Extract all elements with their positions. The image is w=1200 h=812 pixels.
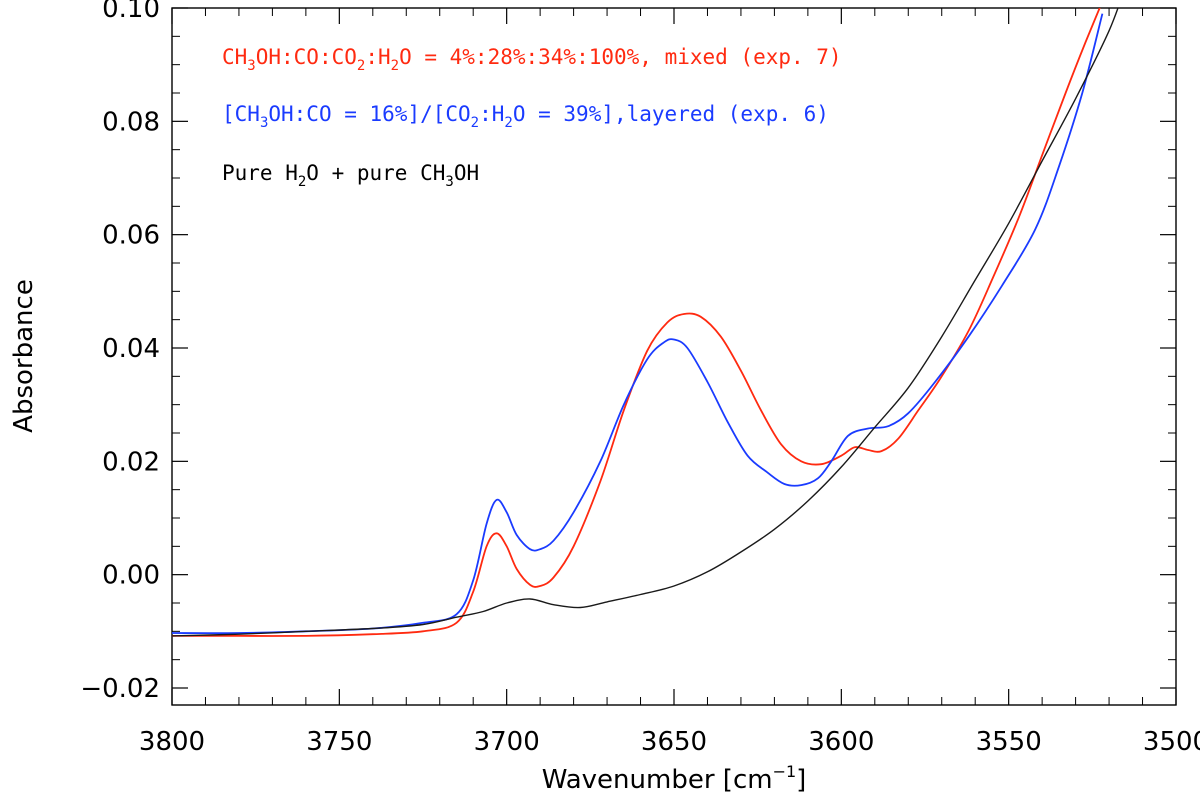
series-line-pure (172, 8, 1119, 637)
series-group (172, 8, 1119, 637)
y-axis-title: Absorbance (9, 279, 39, 433)
x-axis-title: Wavenumber [cm−1] (542, 762, 807, 795)
y-tick-label: 0.00 (102, 561, 160, 591)
minor-ticks (172, 8, 1176, 705)
y-tick-label: −0.02 (80, 674, 160, 704)
legend-entry-mixed: CH3OH:CO:CO2:H2O = 4%:28%:34%:100%, mixe… (222, 45, 842, 74)
x-tick-label: 3700 (474, 727, 540, 757)
y-tick-labels: −0.02 0.00 0.02 0.04 0.06 0.08 0.10 (80, 0, 160, 704)
x-tick-label: 3650 (641, 727, 707, 757)
y-tick-label: 0.06 (102, 221, 160, 251)
legend-entry-pure: Pure H2O + pure CH3OH (222, 161, 479, 190)
series-line-mixed (172, 8, 1101, 637)
legend-entry-layered: [CH3OH:CO = 16%]/[CO2:H2O = 39%],layered… (222, 102, 829, 131)
x-tick-label: 3800 (139, 727, 205, 757)
y-tick-label: 0.10 (102, 0, 160, 24)
x-tick-label: 3500 (1143, 727, 1200, 757)
y-tick-label: 0.04 (102, 334, 160, 364)
x-tick-label: 3750 (306, 727, 372, 757)
y-tick-label: 0.02 (102, 447, 160, 477)
x-tick-labels: 3800 3750 3700 3650 3600 3550 3500 (139, 727, 1200, 757)
series-line-layered (172, 13, 1104, 635)
y-tick-label: 0.08 (102, 107, 160, 137)
x-tick-label: 3600 (808, 727, 874, 757)
x-tick-label: 3550 (976, 727, 1042, 757)
major-ticks (171, 7, 1177, 705)
